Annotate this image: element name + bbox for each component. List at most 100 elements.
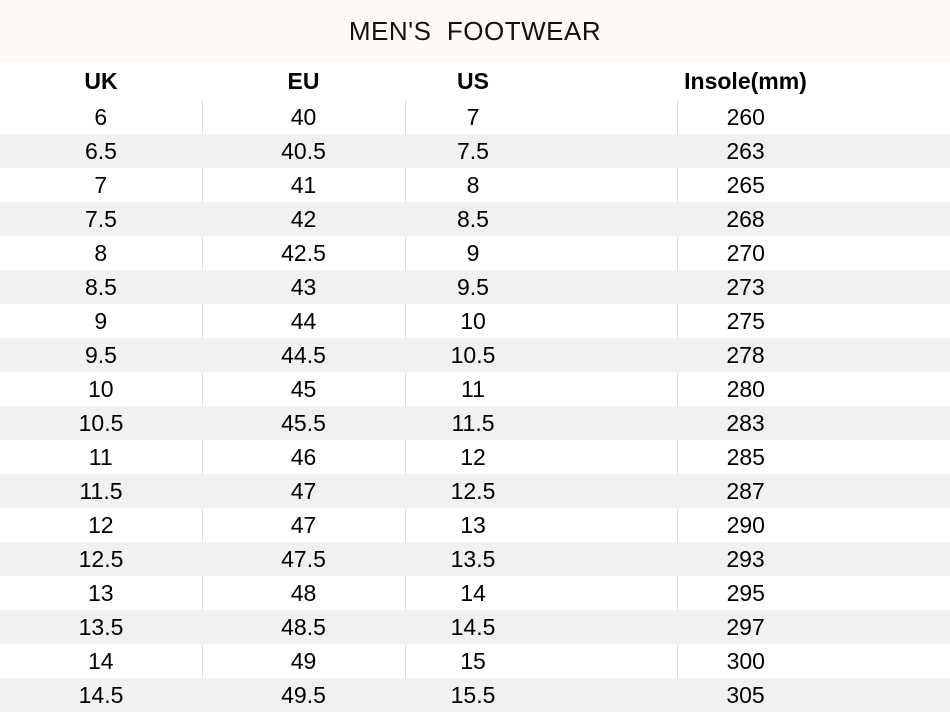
cell-eu: 46: [202, 440, 406, 474]
cell-insole: 297: [677, 610, 950, 644]
column-header-insole: Insole(mm): [677, 62, 950, 100]
table-row: 7.5 42 8.5 268: [0, 202, 950, 236]
table-row: 9 44 10 275: [0, 304, 950, 338]
cell-insole: 275: [677, 304, 950, 338]
cell-uk: 9: [0, 304, 203, 338]
cell-us: 13: [405, 508, 678, 542]
cell-uk: 10: [0, 372, 203, 406]
table-row: 14 49 15 300: [0, 644, 950, 678]
table-row: 12 47 13 290: [0, 508, 950, 542]
cell-uk: 14: [0, 644, 203, 678]
table-row: 13.5 48.5 14.5 297: [0, 610, 950, 644]
table-row: 11 46 12 285: [0, 440, 950, 474]
cell-insole: 287: [677, 474, 950, 508]
cell-uk: 8: [0, 236, 203, 270]
cell-uk: 12: [0, 508, 203, 542]
column-header-us: US: [405, 62, 677, 100]
cell-us: 15: [405, 644, 678, 678]
cell-us: 11: [405, 372, 678, 406]
cell-insole: 278: [677, 338, 950, 372]
cell-insole: 268: [677, 202, 950, 236]
cell-eu: 43: [202, 270, 405, 304]
table-row: 9.5 44.5 10.5 278: [0, 338, 950, 372]
cell-eu: 40.5: [202, 134, 405, 168]
cell-insole: 305: [677, 678, 950, 712]
cell-uk: 12.5: [0, 542, 202, 576]
cell-eu: 47: [202, 474, 405, 508]
cell-insole: 260: [677, 100, 950, 134]
table-row: 8 42.5 9 270: [0, 236, 950, 270]
table-row: 6 40 7 260: [0, 100, 950, 134]
table-row: 8.5 43 9.5 273: [0, 270, 950, 304]
cell-insole: 290: [677, 508, 950, 542]
cell-eu: 48.5: [202, 610, 405, 644]
table-body: 6 40 7 260 6.5 40.5 7.5 263 7 41 8 265 7.5 42 8.5 268 8 4…: [0, 100, 950, 712]
cell-uk: 8.5: [0, 270, 202, 304]
cell-eu: 40: [202, 100, 406, 134]
table-header-row: UK EU US Insole(mm): [0, 62, 950, 100]
cell-uk: 11.5: [0, 474, 202, 508]
cell-eu: 49: [202, 644, 406, 678]
column-header-uk: UK: [0, 62, 202, 100]
cell-us: 10: [405, 304, 678, 338]
cell-uk: 14.5: [0, 678, 202, 712]
cell-uk: 6.5: [0, 134, 202, 168]
cell-uk: 9.5: [0, 338, 202, 372]
table-header: UK EU US Insole(mm): [0, 62, 950, 100]
cell-eu: 45: [202, 372, 406, 406]
cell-uk: 11: [0, 440, 203, 474]
cell-eu: 44: [202, 304, 406, 338]
cell-eu: 42: [202, 202, 405, 236]
table-row: 7 41 8 265: [0, 168, 950, 202]
table-row: 13 48 14 295: [0, 576, 950, 610]
cell-insole: 280: [677, 372, 950, 406]
table-row: 14.5 49.5 15.5 305: [0, 678, 950, 712]
cell-uk: 7: [0, 168, 203, 202]
cell-us: 11.5: [405, 406, 677, 440]
cell-uk: 10.5: [0, 406, 202, 440]
cell-insole: 285: [677, 440, 950, 474]
cell-us: 10.5: [405, 338, 677, 372]
cell-insole: 265: [677, 168, 950, 202]
cell-insole: 263: [677, 134, 950, 168]
cell-eu: 47: [202, 508, 406, 542]
cell-us: 8: [405, 168, 678, 202]
size-conversion-table: UK EU US Insole(mm) 6 40 7 260 6.5 40.5 7.5 263…: [0, 62, 950, 712]
cell-eu: 41: [202, 168, 406, 202]
cell-uk: 13.5: [0, 610, 202, 644]
cell-us: 13.5: [405, 542, 677, 576]
table-row: 12.5 47.5 13.5 293: [0, 542, 950, 576]
cell-us: 14.5: [405, 610, 677, 644]
cell-us: 7.5: [405, 134, 677, 168]
cell-us: 12: [405, 440, 678, 474]
cell-insole: 273: [677, 270, 950, 304]
cell-eu: 44.5: [202, 338, 405, 372]
cell-uk: 6: [0, 100, 203, 134]
cell-insole: 270: [677, 236, 950, 270]
page-title: MEN'S FOOTWEAR: [348, 15, 602, 46]
table-row: 10 45 11 280: [0, 372, 950, 406]
cell-us: 9.5: [405, 270, 677, 304]
cell-us: 15.5: [405, 678, 677, 712]
cell-eu: 47.5: [202, 542, 405, 576]
cell-eu: 45.5: [202, 406, 405, 440]
table-row: 11.5 47 12.5 287: [0, 474, 950, 508]
cell-eu: 42.5: [202, 236, 406, 270]
table-row: 6.5 40.5 7.5 263: [0, 134, 950, 168]
cell-eu: 49.5: [202, 678, 405, 712]
cell-insole: 293: [677, 542, 950, 576]
cell-insole: 295: [677, 576, 950, 610]
column-header-eu: EU: [202, 62, 405, 100]
cell-uk: 7.5: [0, 202, 202, 236]
table-row: 10.5 45.5 11.5 283: [0, 406, 950, 440]
cell-eu: 48: [202, 576, 406, 610]
cell-insole: 300: [677, 644, 950, 678]
cell-us: 14: [405, 576, 678, 610]
cell-us: 9: [405, 236, 678, 270]
cell-us: 8.5: [405, 202, 677, 236]
title-band: MEN'S FOOTWEAR: [0, 0, 950, 62]
cell-insole: 283: [677, 406, 950, 440]
cell-us: 7: [405, 100, 678, 134]
cell-us: 12.5: [405, 474, 677, 508]
